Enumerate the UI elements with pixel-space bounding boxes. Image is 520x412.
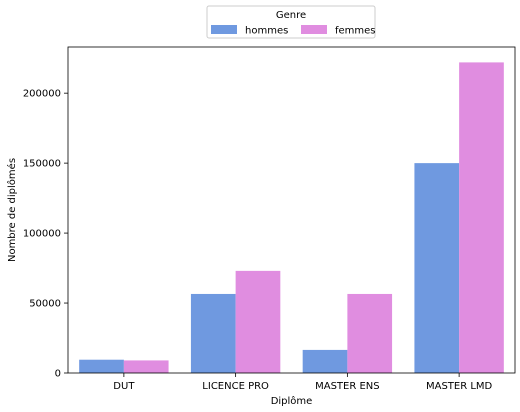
x-tick-label: LICENCE PRO bbox=[202, 381, 269, 392]
y-tick-label: 0 bbox=[55, 369, 61, 380]
x-tick-label: MASTER LMD bbox=[426, 381, 493, 392]
legend-swatch-hommes bbox=[211, 25, 237, 34]
bar-femmes-dut bbox=[123, 360, 169, 373]
legend: Genre hommes femmes bbox=[206, 5, 376, 39]
x-axis: DUT LICENCE PRO MASTER ENS MASTER LMD bbox=[113, 373, 493, 392]
legend-swatch-femmes bbox=[301, 25, 327, 34]
bar-femmes-master-ens bbox=[347, 293, 393, 373]
legend-title: Genre bbox=[276, 10, 306, 21]
y-tick-label: 100000 bbox=[23, 229, 61, 240]
legend-frame bbox=[206, 5, 376, 39]
bar-hommes-master-ens bbox=[302, 349, 348, 373]
bar-hommes-licence-pro bbox=[190, 293, 236, 373]
x-tick-label: DUT bbox=[113, 381, 135, 392]
y-tick-label: 150000 bbox=[23, 159, 61, 170]
legend-label-femmes: femmes bbox=[335, 26, 376, 37]
y-axis: 0 50000 100000 150000 200000 bbox=[23, 89, 68, 380]
y-tick-label: 50000 bbox=[29, 299, 61, 310]
bars-group bbox=[79, 62, 504, 373]
x-tick-label: MASTER ENS bbox=[315, 381, 380, 392]
plot-frame bbox=[67, 46, 516, 374]
y-axis-label: Nombre de diplômés bbox=[6, 158, 18, 262]
bar-hommes-dut bbox=[79, 359, 124, 373]
bar-femmes-licence-pro bbox=[235, 270, 281, 373]
bar-hommes-master-lmd bbox=[414, 163, 460, 373]
bar-femmes-master-lmd bbox=[459, 62, 504, 373]
x-axis-label: Diplôme bbox=[271, 395, 313, 407]
legend-items: hommes femmes bbox=[211, 25, 376, 37]
legend-label-hommes: hommes bbox=[245, 26, 288, 37]
y-tick-label: 200000 bbox=[23, 89, 61, 100]
